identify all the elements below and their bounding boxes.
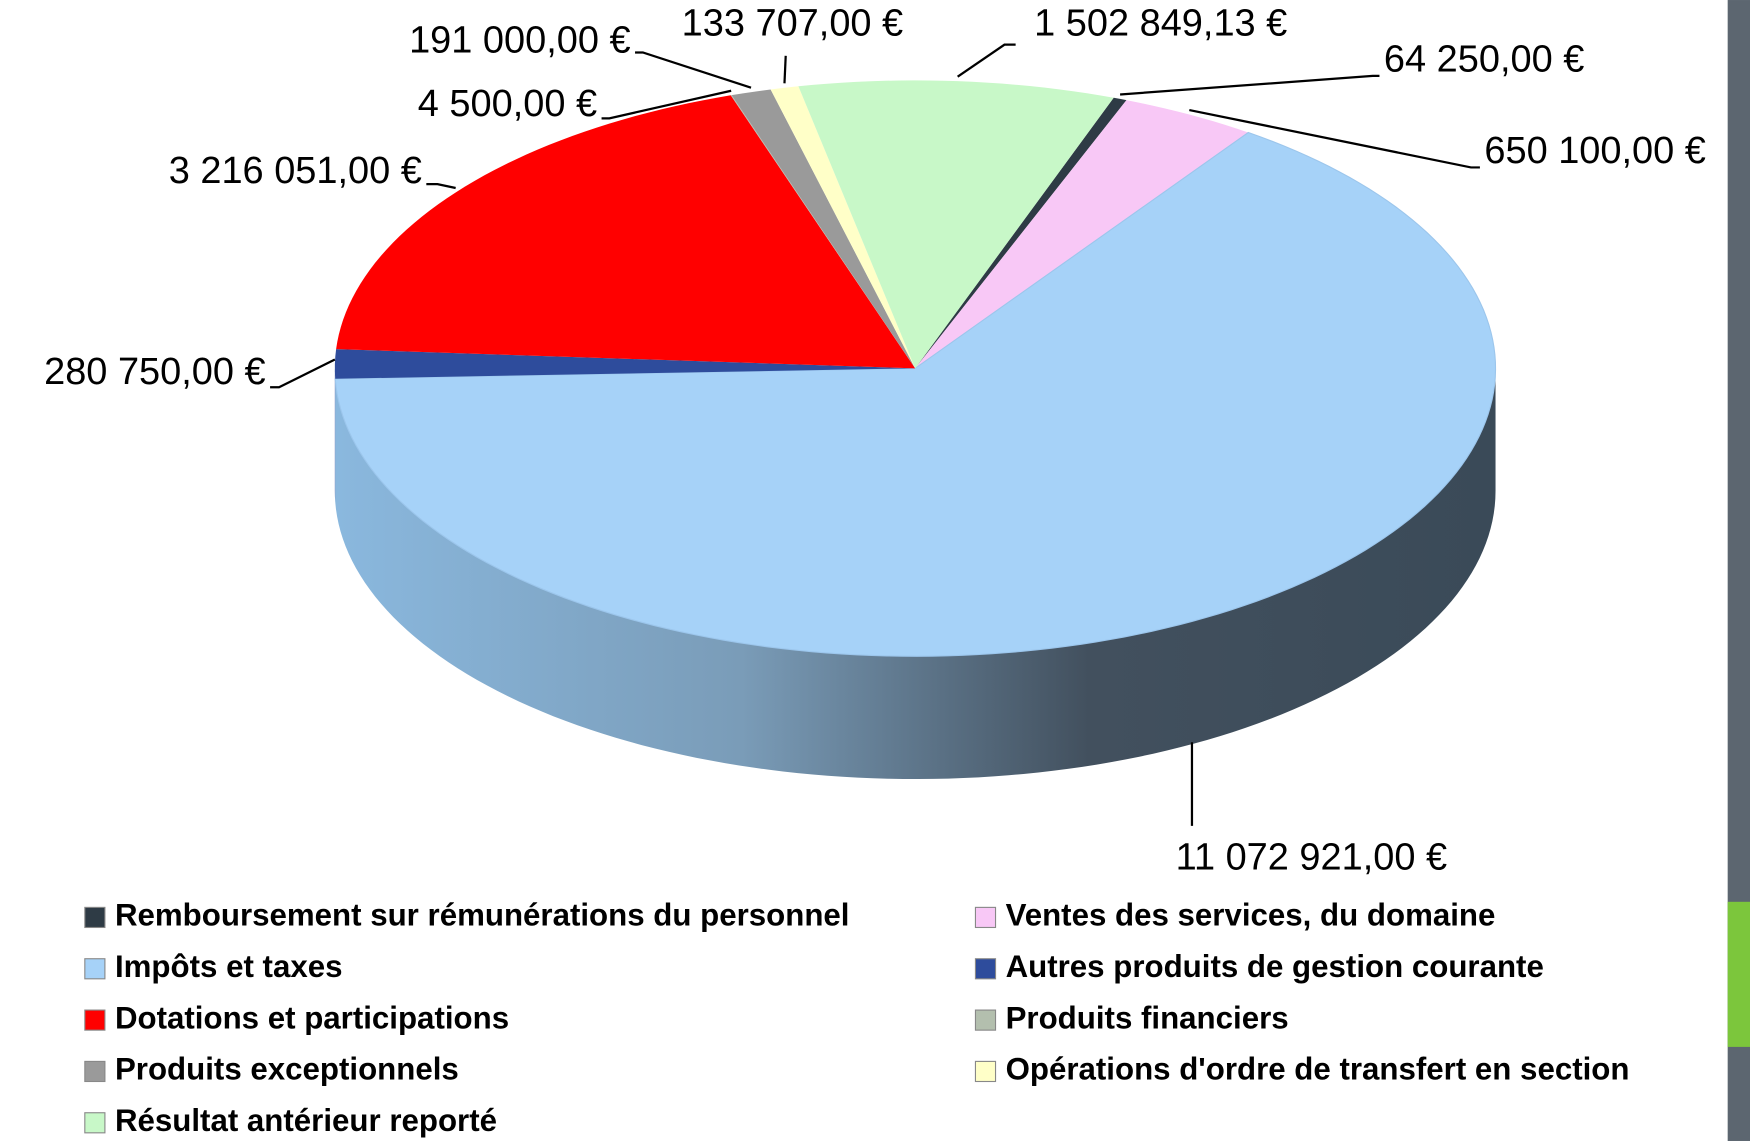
data-label: 133 707,00 €: [682, 3, 904, 45]
data-label: 11 072 921,00 €: [1176, 836, 1447, 878]
side-accent: [1727, 901, 1750, 1047]
legend-label: Produits financiers: [1006, 1000, 1289, 1035]
leader-line: [601, 89, 732, 120]
data-label: 1 502 849,13 €: [1034, 3, 1287, 45]
legend-label: Ventes des services, du domaine: [1006, 898, 1496, 933]
data-label: 4 500,00 €: [418, 83, 597, 125]
legend: Remboursement sur rémunérations du perso…: [84, 898, 1630, 1138]
leader-line: [635, 51, 752, 89]
data-label: 650 100,00 €: [1484, 130, 1706, 172]
labels: 64 250,00 € 650 100,00 € 11 072 921,00 € 28…: [44, 3, 1706, 879]
leader-line: [1189, 108, 1480, 169]
slice: [334, 349, 916, 379]
legend-swatch: [974, 1009, 997, 1031]
legend-label: Remboursement sur rémunérations du perso…: [115, 898, 850, 933]
legend-swatch: [974, 958, 997, 980]
data-label: 280 750,00 €: [44, 351, 266, 393]
leader-line: [957, 43, 1016, 78]
slice: [334, 131, 1497, 657]
slice: [731, 89, 916, 369]
side-bar: [1727, 0, 1750, 1141]
data-label: 191 000,00 €: [409, 19, 631, 61]
slice: [915, 100, 1249, 369]
legend-label: Résultat antérieur reporté: [115, 1103, 497, 1138]
legend-label: Produits exceptionnels: [115, 1052, 459, 1087]
pie: [334, 80, 1497, 780]
data-label: 64 250,00 €: [1384, 38, 1584, 80]
leader-line: [270, 358, 336, 389]
slice: [730, 95, 916, 369]
legend-swatch: [84, 958, 106, 980]
leader-line: [1120, 74, 1380, 96]
slice: [915, 97, 1127, 369]
slice: [770, 86, 916, 369]
data-label: 3 216 051,00 €: [169, 150, 422, 192]
leader-line: [426, 183, 456, 190]
legend-label: Opérations d'ordre de transfert en secti…: [1006, 1052, 1630, 1087]
legend-swatch: [84, 1060, 106, 1083]
legend-label: Autres produits de gestion courante: [1006, 949, 1544, 984]
legend-label: Dotations et participations: [115, 1000, 509, 1035]
legend-swatch: [84, 906, 106, 929]
legend-swatch: [84, 1112, 106, 1134]
slice: [798, 80, 1114, 369]
slice: [336, 95, 916, 369]
legend-swatch: [974, 906, 997, 929]
legend-swatch: [84, 1009, 106, 1031]
slice-side: [335, 368, 1496, 780]
legend-swatch: [974, 1060, 997, 1083]
leader-line: [783, 55, 787, 84]
legend-label: Impôts et taxes: [115, 949, 343, 984]
